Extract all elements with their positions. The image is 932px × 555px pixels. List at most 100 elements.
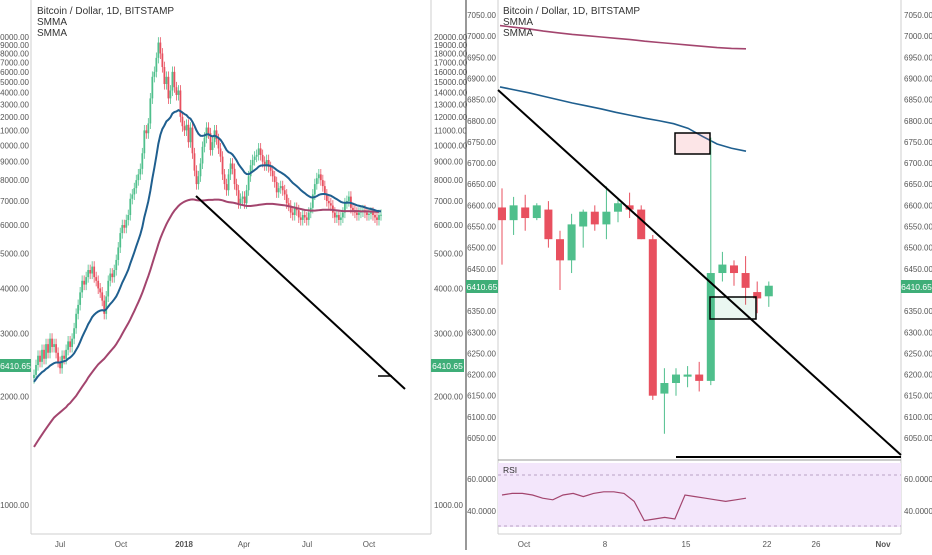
right-candle-body (521, 207, 530, 219)
left-y-tick-label: 1000.00 (0, 501, 29, 510)
left-smma-slow-line (33, 198, 379, 448)
left-y-tick-label: 20000.00 (0, 33, 30, 42)
left-candle-body (125, 219, 128, 228)
left-candle-body (289, 205, 292, 213)
left-candle-body (181, 116, 184, 127)
left-y-tick-label: 9000.00 (0, 158, 29, 167)
left-candle-body (105, 296, 108, 314)
right-y-tick-label-right: 6300.00 (904, 328, 932, 337)
left-y-tick-label-right: 6000.00 (434, 221, 463, 230)
left-candle-body (279, 186, 282, 189)
left-candle-body (366, 212, 368, 215)
right-y-tick-label: 6600.00 (467, 201, 496, 210)
left-y-tick-label: 7000.00 (0, 197, 29, 206)
left-y-tick-label-right: 7000.00 (434, 197, 463, 206)
left-x-ticks: Jul Oct 2018 Apr Jul Oct (55, 540, 376, 549)
left-candle-body (119, 233, 122, 248)
left-candle-body (352, 207, 354, 211)
rsi-background (498, 463, 901, 527)
left-candle-body (337, 214, 340, 220)
right-y-tick-label-right: 6550.00 (904, 223, 932, 232)
left-x-tick-label: 2018 (175, 540, 193, 549)
left-candle-body (131, 194, 134, 199)
left-candle-body (370, 212, 372, 214)
right-y-tick-label-right: 6150.00 (904, 392, 932, 401)
left-y-tick-label: 2000.00 (0, 393, 29, 402)
left-candle-body (177, 90, 180, 95)
left-candle-body (237, 190, 240, 204)
left-candle-body (79, 292, 82, 305)
right-y-tick-label: 6550.00 (467, 223, 496, 232)
left-y-tick-label: 14000.00 (0, 89, 30, 98)
left-candle-body (307, 212, 310, 220)
right-y-tick-label: 6800.00 (467, 117, 496, 126)
left-candle-body (41, 349, 43, 362)
support-box[interactable] (709, 296, 757, 320)
right-candle-body (741, 273, 750, 288)
left-candle-body (283, 190, 286, 195)
left-candle-body (249, 165, 252, 177)
right-legend-smma-1: SMMA (503, 17, 533, 28)
left-y-tick-label: 3000.00 (0, 329, 29, 338)
left-candle-body (135, 180, 138, 189)
left-candle-body (219, 148, 222, 157)
left-candle-body (85, 277, 88, 285)
left-candle-body (356, 212, 358, 215)
left-candle-body (51, 338, 53, 347)
left-candle-body (153, 71, 156, 77)
left-candle-body (171, 71, 174, 91)
left-y-tick-label-right: 14000.00 (434, 89, 468, 98)
right-chart-pane[interactable]: 6050.00 6100.00 6150.00 6200.00 6250.00 6300.… (466, 0, 932, 549)
left-x-tick-label: Apr (238, 540, 251, 549)
right-y-tick-label-right: 6700.00 (904, 159, 932, 168)
right-x-tick-label: 8 (603, 540, 608, 549)
right-y-tick-label-right: 6050.00 (904, 434, 932, 443)
left-candle-body (277, 188, 280, 193)
left-trendline[interactable] (195, 195, 406, 390)
right-price-label-right: 6410.65 (901, 282, 932, 292)
left-candle-body (81, 280, 84, 293)
left-x-tick-label: Oct (363, 540, 376, 549)
right-y-tick-label: 6300.00 (467, 328, 496, 337)
left-candle-body (185, 124, 188, 131)
right-y-tick-label: 7000.00 (467, 32, 496, 41)
left-candle-body (305, 217, 308, 220)
left-y-tick-label-right: 5000.00 (434, 250, 463, 259)
right-y-tick-label: 6200.00 (467, 371, 496, 380)
left-chart-pane[interactable]: 1000.00 2000.00 3000.00 4000.00 5000.00 6000.… (0, 0, 468, 549)
left-candle-body (99, 288, 102, 293)
left-candle-body (303, 214, 306, 218)
left-candle-body (263, 161, 266, 166)
right-y-tick-label-right: 6100.00 (904, 413, 932, 422)
left-candle-body (225, 184, 228, 191)
left-candle-body (49, 338, 51, 353)
left-candle-body (113, 270, 116, 278)
left-candle-body (327, 200, 330, 204)
right-y-tick-label: 6650.00 (467, 180, 496, 189)
left-candle-body (87, 270, 90, 278)
left-y-tick-label: 11000.00 (0, 126, 30, 135)
right-y-tick-label-right: 6250.00 (904, 349, 932, 358)
left-candle-body (329, 203, 332, 206)
rsi-tick-label-right: 60.0000 (904, 475, 932, 484)
left-y-tick-label-right: 2000.00 (434, 393, 463, 402)
left-candle-body (380, 214, 382, 216)
left-candle-body (333, 212, 336, 218)
left-candle-body (169, 90, 172, 99)
rsi-pane[interactable]: RSI 40.0000 60.0000 40.0000 60.0000 (467, 463, 932, 527)
right-candle-body (498, 207, 506, 221)
left-candle-body (247, 176, 250, 191)
left-candle-body (75, 313, 78, 329)
right-y-tick-label-right: 6450.00 (904, 265, 932, 274)
resistance-box[interactable] (674, 132, 711, 155)
right-trendline[interactable] (497, 89, 902, 456)
left-candle-body (155, 57, 158, 72)
left-candle-body (339, 217, 342, 220)
left-candle-body (199, 163, 202, 177)
left-y-tick-label-right: 13000.00 (434, 100, 468, 109)
rsi-tick-label-right: 40.0000 (904, 507, 932, 516)
right-candle-body (637, 209, 646, 240)
left-candle-body (139, 168, 142, 175)
